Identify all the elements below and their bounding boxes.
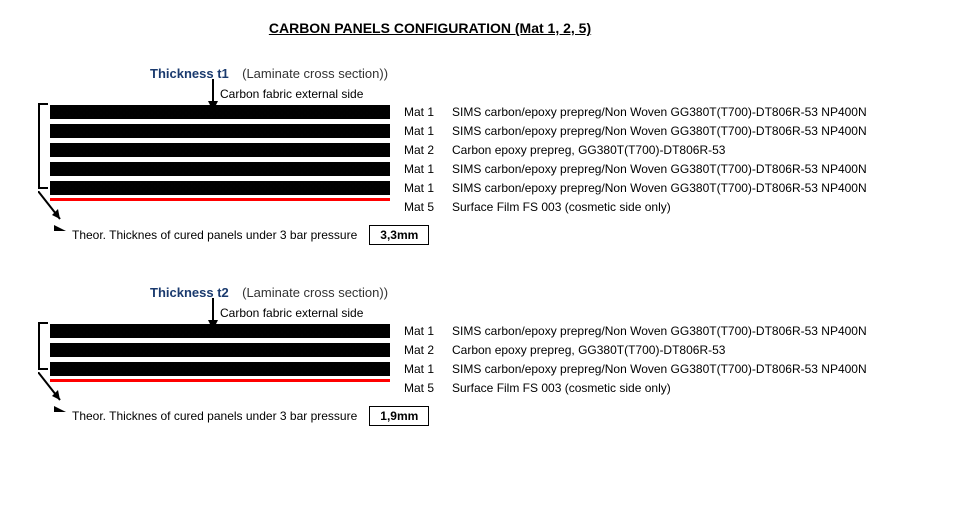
thickness-value: 3,3mm (369, 225, 429, 245)
material-description: Carbon epoxy prepreg, GG380T(T700)-DT806… (452, 343, 725, 357)
section-header: Thickness t1 (Laminate cross section)) (150, 66, 930, 81)
material-code: Mat 2 (404, 141, 452, 160)
material-description: SIMS carbon/epoxy prepreg/Non Woven GG38… (452, 362, 867, 376)
laminate-layer (50, 362, 390, 376)
laminate-section: Thickness t1 (Laminate cross section)) C… (30, 66, 930, 245)
thickness-note-text: Theor. Thicknes of cured panels under 3 … (72, 409, 357, 423)
thickness-note-text: Theor. Thicknes of cured panels under 3 … (72, 228, 357, 242)
laminate-block: Mat 1SIMS carbon/epoxy prepreg/Non Woven… (30, 103, 930, 217)
material-description: SIMS carbon/epoxy prepreg/Non Woven GG38… (452, 324, 867, 338)
material-code: Mat 1 (404, 179, 452, 198)
material-code: Mat 1 (404, 122, 452, 141)
material-description: SIMS carbon/epoxy prepreg/Non Woven GG38… (452, 124, 867, 138)
material-description: Surface Film FS 003 (cosmetic side only) (452, 200, 671, 214)
layer-description: Mat 1SIMS carbon/epoxy prepreg/Non Woven… (404, 122, 930, 141)
arrow-right-icon (54, 225, 68, 240)
thickness-label: Thickness t2 (150, 285, 229, 300)
layer-description: Mat 1SIMS carbon/epoxy prepreg/Non Woven… (404, 103, 930, 122)
material-code: Mat 1 (404, 360, 452, 379)
layers-column (50, 322, 390, 398)
thickness-value: 1,9mm (369, 406, 429, 426)
laminate-layer (50, 324, 390, 338)
layer-description: Mat 5Surface Film FS 003 (cosmetic side … (404, 198, 930, 217)
laminate-block: Mat 1SIMS carbon/epoxy prepreg/Non Woven… (30, 322, 930, 398)
material-code: Mat 2 (404, 341, 452, 360)
layer-description: Mat 1SIMS carbon/epoxy prepreg/Non Woven… (404, 160, 930, 179)
laminate-layer (50, 198, 390, 201)
layer-description: Mat 2Carbon epoxy prepreg, GG380T(T700)-… (404, 341, 930, 360)
layer-description: Mat 5Surface Film FS 003 (cosmetic side … (404, 379, 930, 398)
laminate-layer (50, 379, 390, 382)
laminate-layer (50, 143, 390, 157)
material-code: Mat 1 (404, 322, 452, 341)
subtitle: (Laminate cross section)) (242, 285, 388, 300)
thickness-bracket (30, 322, 50, 398)
laminate-layer (50, 105, 390, 119)
material-description: Carbon epoxy prepreg, GG380T(T700)-DT806… (452, 143, 725, 157)
subtitle: (Laminate cross section)) (242, 66, 388, 81)
laminate-layer (50, 124, 390, 138)
thickness-note: Theor. Thicknes of cured panels under 3 … (54, 406, 930, 426)
laminate-section: Thickness t2 (Laminate cross section)) C… (30, 285, 930, 426)
description-column: Mat 1SIMS carbon/epoxy prepreg/Non Woven… (390, 322, 930, 398)
arrow-right-icon (54, 406, 68, 421)
bracket-tail-icon (38, 191, 68, 221)
thickness-bracket (30, 103, 50, 217)
external-side-label: Carbon fabric external side (220, 306, 363, 320)
laminate-layer (50, 181, 390, 195)
external-side-annotation: Carbon fabric external side (220, 87, 930, 101)
material-description: SIMS carbon/epoxy prepreg/Non Woven GG38… (452, 162, 867, 176)
thickness-note: Theor. Thicknes of cured panels under 3 … (54, 225, 930, 245)
laminate-layer (50, 343, 390, 357)
layer-description: Mat 1SIMS carbon/epoxy prepreg/Non Woven… (404, 322, 930, 341)
layer-description: Mat 1SIMS carbon/epoxy prepreg/Non Woven… (404, 179, 930, 198)
laminate-layer (50, 162, 390, 176)
section-header: Thickness t2 (Laminate cross section)) (150, 285, 930, 300)
description-column: Mat 1SIMS carbon/epoxy prepreg/Non Woven… (390, 103, 930, 217)
material-description: SIMS carbon/epoxy prepreg/Non Woven GG38… (452, 181, 867, 195)
bracket-tail-icon (38, 372, 68, 402)
external-side-label: Carbon fabric external side (220, 87, 363, 101)
material-code: Mat 5 (404, 198, 452, 217)
material-code: Mat 1 (404, 160, 452, 179)
layers-column (50, 103, 390, 217)
page-title: CARBON PANELS CONFIGURATION (Mat 1, 2, 5… (0, 20, 930, 36)
material-code: Mat 1 (404, 103, 452, 122)
material-description: Surface Film FS 003 (cosmetic side only) (452, 381, 671, 395)
layer-description: Mat 1SIMS carbon/epoxy prepreg/Non Woven… (404, 360, 930, 379)
layer-description: Mat 2Carbon epoxy prepreg, GG380T(T700)-… (404, 141, 930, 160)
thickness-label: Thickness t1 (150, 66, 229, 81)
material-description: SIMS carbon/epoxy prepreg/Non Woven GG38… (452, 105, 867, 119)
material-code: Mat 5 (404, 379, 452, 398)
external-side-annotation: Carbon fabric external side (220, 306, 930, 320)
